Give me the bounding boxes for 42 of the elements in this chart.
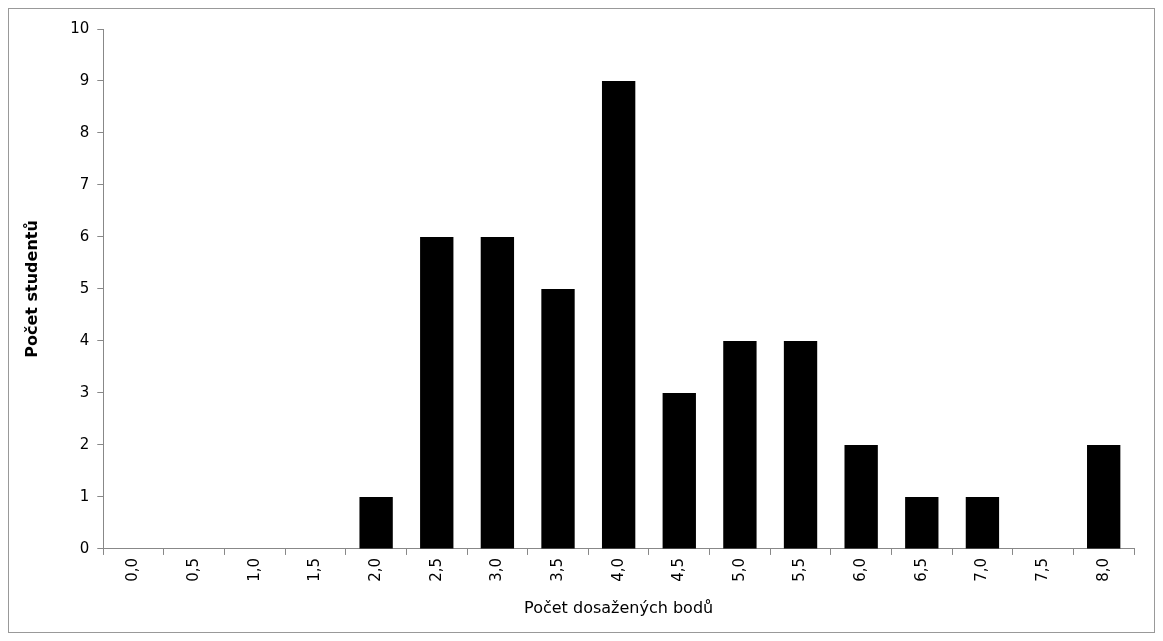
y-tick-label: 9 bbox=[79, 70, 90, 89]
x-tick-label: 6,5 bbox=[911, 557, 930, 582]
bar bbox=[420, 236, 454, 549]
bar bbox=[601, 81, 636, 549]
x-tick-label: 1,5 bbox=[305, 557, 324, 582]
x-tick-label: 2,0 bbox=[366, 557, 385, 582]
bar bbox=[783, 340, 818, 549]
bar bbox=[662, 392, 696, 549]
y-tick-label: 10 bbox=[70, 18, 90, 37]
x-tick-label: 3,5 bbox=[547, 557, 566, 582]
x-tick-label: 6,0 bbox=[851, 557, 870, 582]
x-tick-label: 5,0 bbox=[729, 557, 748, 582]
x-tick-label: 3,0 bbox=[487, 557, 506, 582]
x-tick-label: 8,0 bbox=[1093, 557, 1112, 582]
bar bbox=[1087, 444, 1121, 549]
y-tick-label: 3 bbox=[79, 382, 90, 401]
bar bbox=[723, 340, 757, 549]
x-tick-label: 4,5 bbox=[669, 557, 688, 582]
x-tick-label: 5,5 bbox=[790, 557, 809, 582]
bar bbox=[965, 496, 1000, 549]
bar bbox=[480, 236, 515, 549]
bar bbox=[541, 288, 575, 549]
x-tick-label: 1,0 bbox=[244, 557, 263, 582]
y-tick-label: 0 bbox=[79, 538, 90, 557]
y-tick-label: 8 bbox=[79, 122, 90, 141]
x-tick-label: 4,0 bbox=[608, 557, 627, 582]
bar bbox=[905, 496, 939, 549]
bar bbox=[844, 444, 878, 549]
y-tick-label: 4 bbox=[79, 330, 90, 349]
y-tick-label: 6 bbox=[79, 226, 90, 245]
y-axis-title: Počet studentů bbox=[21, 220, 41, 358]
y-tick-label: 2 bbox=[79, 434, 90, 453]
y-tick-label: 1 bbox=[79, 486, 90, 505]
bar bbox=[359, 496, 393, 549]
x-tick-label: 0,0 bbox=[123, 557, 142, 582]
y-tick-label: 5 bbox=[79, 278, 90, 297]
x-tick-label: 7,5 bbox=[1032, 557, 1051, 582]
x-axis-title: Počet dosažených bodů bbox=[524, 597, 714, 617]
x-tick-label: 0,5 bbox=[184, 557, 203, 582]
x-tick-label: 7,0 bbox=[972, 557, 991, 582]
y-tick-label: 7 bbox=[79, 174, 90, 193]
x-tick-label: 2,5 bbox=[426, 557, 445, 582]
